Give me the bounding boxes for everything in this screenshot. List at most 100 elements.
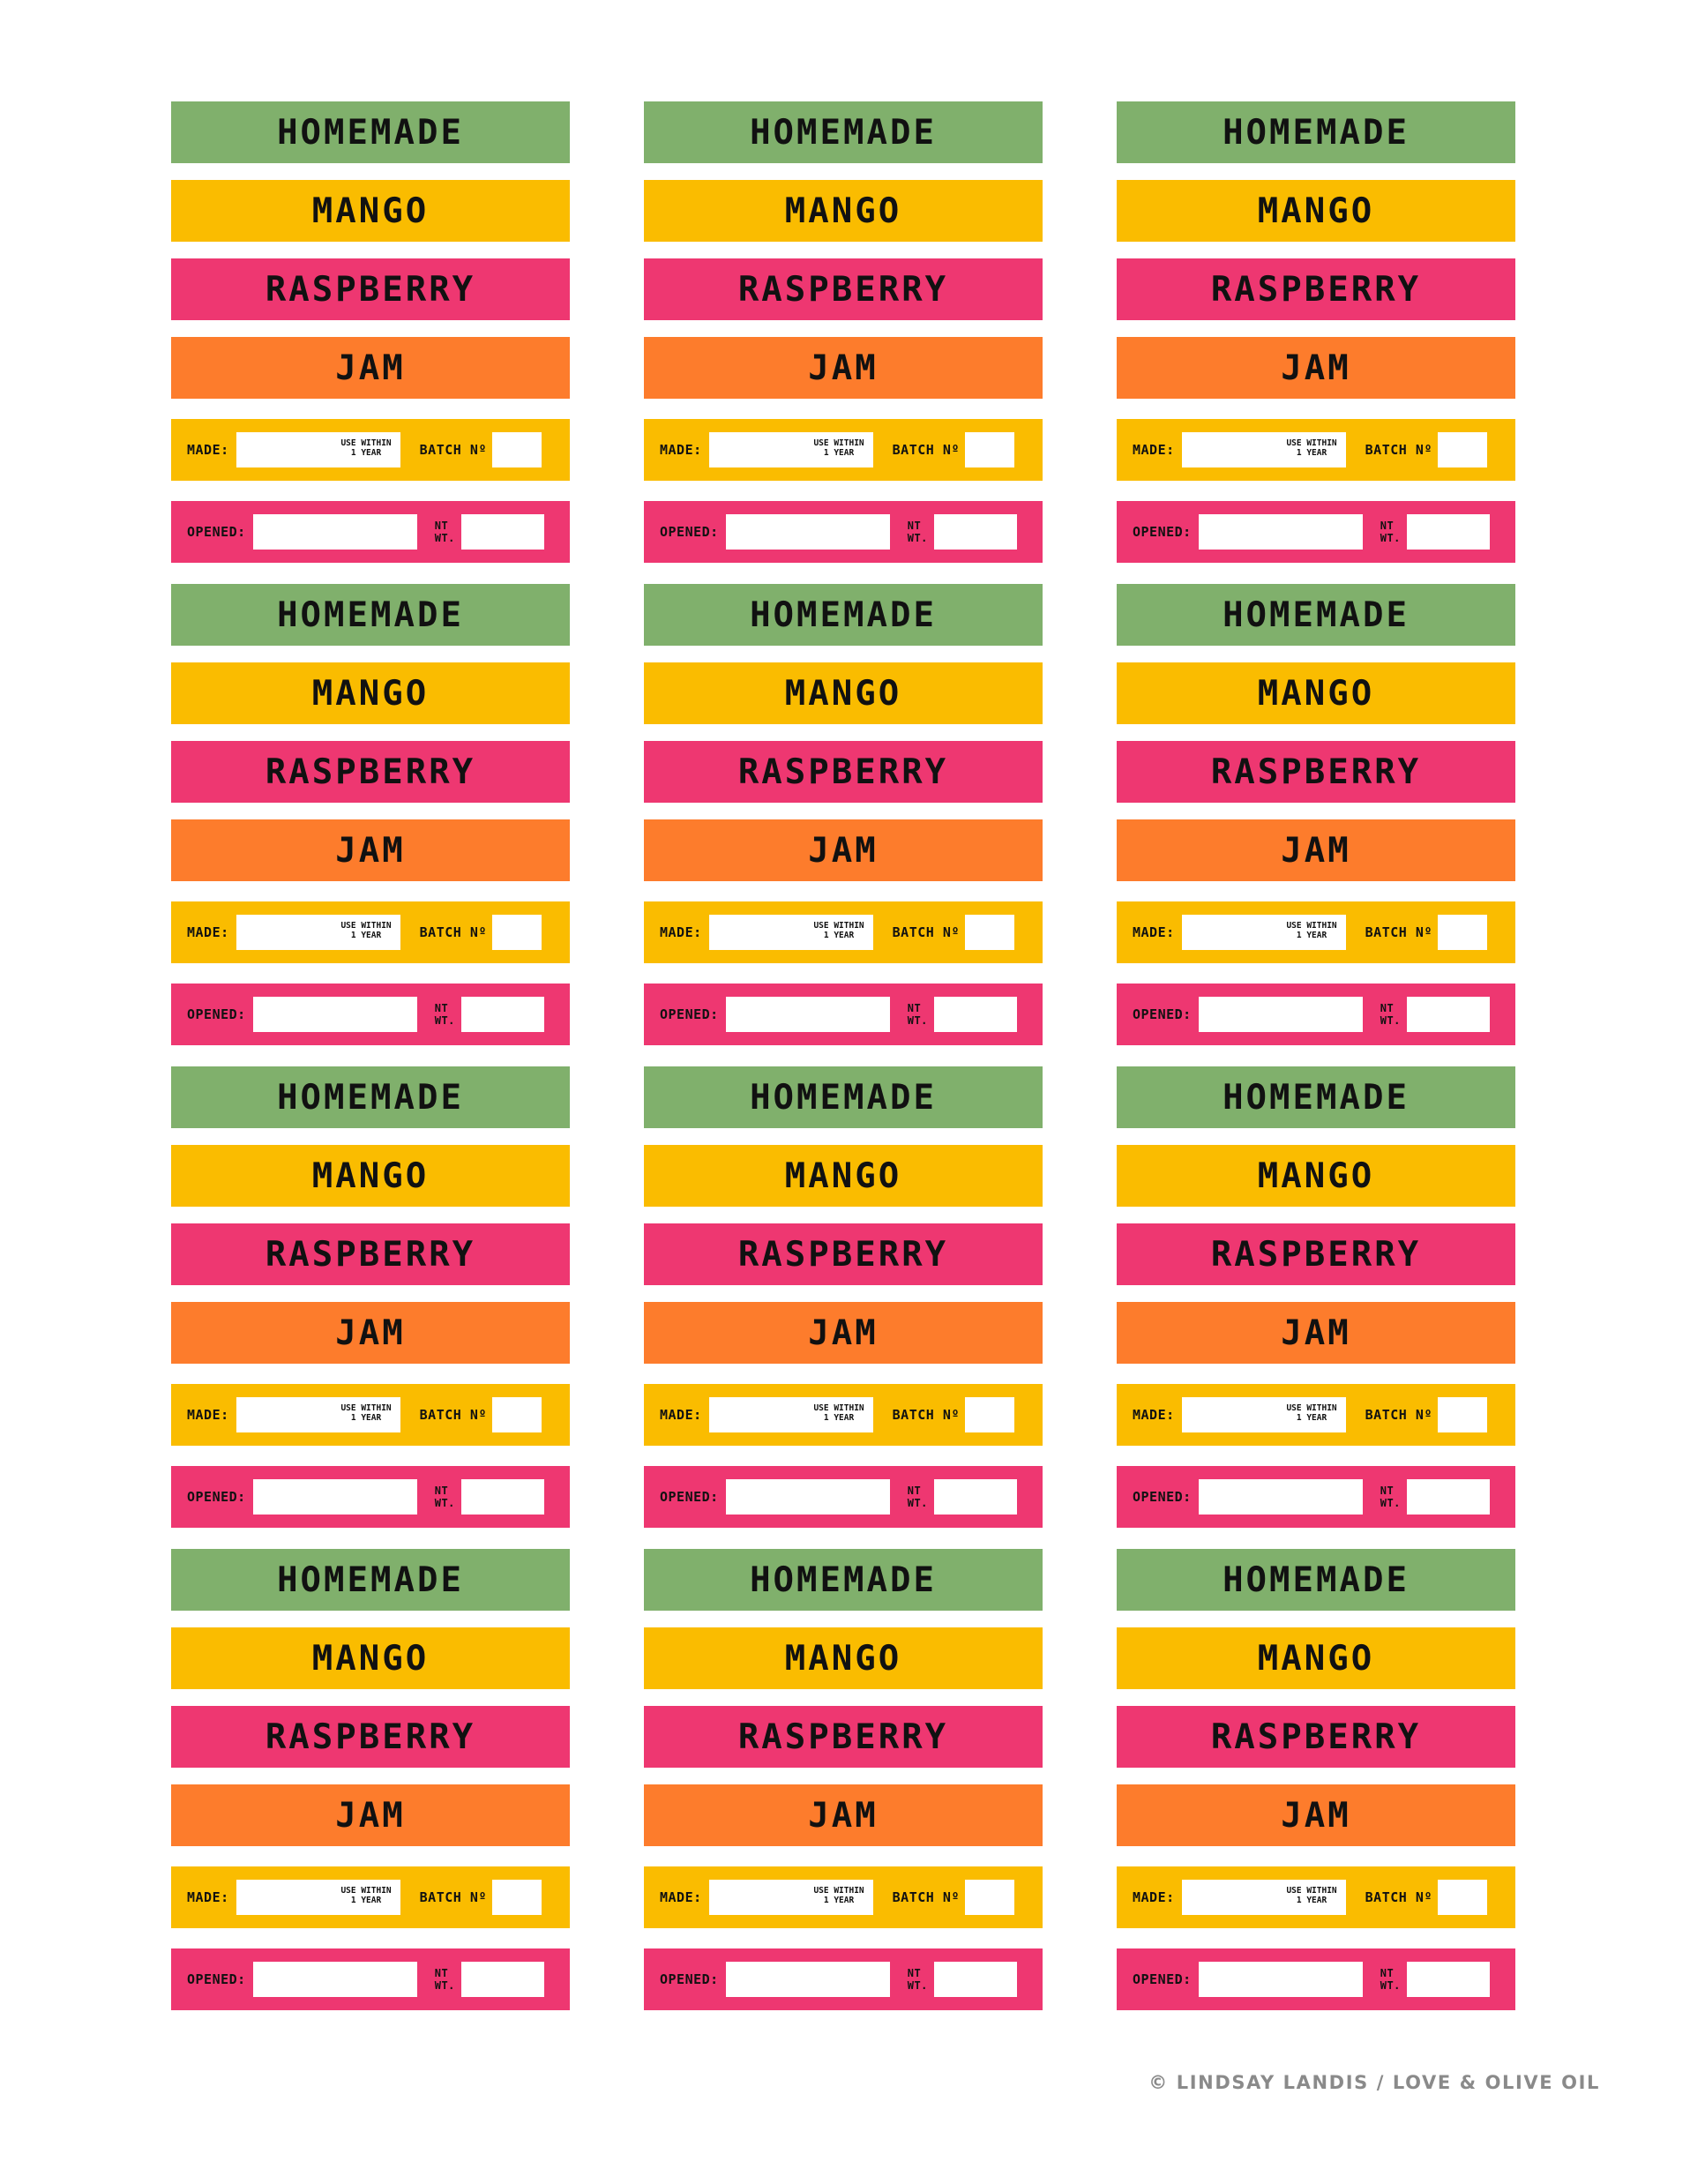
made-date-field[interactable]: USE WITHIN 1 YEAR (236, 1397, 400, 1432)
made-date-field[interactable]: USE WITHIN 1 YEAR (708, 1397, 873, 1432)
jam-strip: JAM (171, 1784, 570, 1846)
opened-label: OPENED: (1133, 524, 1192, 540)
batch-number-field[interactable] (1437, 915, 1487, 950)
net-weight-label: NT WT. (1380, 1485, 1401, 1509)
jam-strip: JAM (171, 1302, 570, 1364)
flavor-strip-raspberry: RASPBERRY (1117, 1223, 1515, 1285)
made-date-field[interactable]: USE WITHIN 1 YEAR (236, 432, 400, 467)
batch-label: BATCH Nº (419, 442, 487, 458)
batch-number-field[interactable] (491, 915, 542, 950)
use-within-note: USE WITHIN 1 YEAR (340, 1886, 391, 1905)
opened-date-field[interactable] (1198, 1962, 1363, 1997)
net-weight-field[interactable] (460, 1962, 544, 1997)
use-within-note: USE WITHIN 1 YEAR (813, 1886, 864, 1905)
batch-number-field[interactable] (964, 1880, 1014, 1915)
opened-date-field[interactable] (252, 1479, 417, 1515)
net-weight-field[interactable] (460, 997, 544, 1032)
batch-number-field[interactable] (491, 1397, 542, 1432)
jam-label-set: HOMEMADE MANGO RASPBERRY JAM MADE: USE W… (171, 584, 570, 1047)
homemade-strip: HOMEMADE (171, 1549, 570, 1611)
made-date-field[interactable]: USE WITHIN 1 YEAR (1181, 1880, 1346, 1915)
flavor-strip-mango: MANGO (1117, 662, 1515, 724)
made-batch-strip: MADE: USE WITHIN 1 YEAR BATCH Nº (1117, 1384, 1515, 1446)
opened-date-field[interactable] (725, 997, 890, 1032)
opened-label: OPENED: (660, 1971, 719, 1987)
use-within-note: USE WITHIN 1 YEAR (1286, 1886, 1336, 1905)
nt-label: NT (907, 520, 922, 532)
net-weight-field[interactable] (460, 514, 544, 550)
nt-label: NT (1380, 1967, 1395, 1979)
flavor-strip-mango: MANGO (644, 1627, 1043, 1689)
homemade-strip: HOMEMADE (644, 584, 1043, 646)
net-weight-label: NT WT. (434, 1967, 455, 1992)
batch-number-field[interactable] (491, 1880, 542, 1915)
made-label: MADE: (187, 1407, 229, 1423)
jam-label-set: HOMEMADE MANGO RASPBERRY JAM MADE: USE W… (644, 101, 1043, 565)
batch-label: BATCH Nº (419, 924, 487, 940)
net-weight-field[interactable] (933, 1479, 1017, 1515)
made-date-field[interactable]: USE WITHIN 1 YEAR (236, 915, 400, 950)
net-weight-field[interactable] (1406, 1962, 1490, 1997)
use-within-line1: USE WITHIN (340, 1886, 392, 1896)
net-weight-field[interactable] (460, 1479, 544, 1515)
net-weight-field[interactable] (1406, 1479, 1490, 1515)
nt-label: NT (1380, 520, 1395, 532)
opened-date-field[interactable] (725, 1962, 890, 1997)
batch-number-field[interactable] (964, 915, 1014, 950)
nt-label: NT (907, 1002, 922, 1014)
opened-date-field[interactable] (252, 1962, 417, 1997)
flavor-strip-mango: MANGO (1117, 1145, 1515, 1207)
net-weight-field[interactable] (933, 514, 1017, 550)
made-label: MADE: (1133, 1407, 1175, 1423)
made-date-field[interactable]: USE WITHIN 1 YEAR (708, 432, 873, 467)
homemade-strip: HOMEMADE (1117, 1549, 1515, 1611)
jam-strip: JAM (644, 1302, 1043, 1364)
net-weight-field[interactable] (1406, 514, 1490, 550)
opened-date-field[interactable] (1198, 997, 1363, 1032)
made-date-field[interactable]: USE WITHIN 1 YEAR (236, 1880, 400, 1915)
batch-number-field[interactable] (1437, 432, 1487, 467)
made-date-field[interactable]: USE WITHIN 1 YEAR (708, 1880, 873, 1915)
made-label: MADE: (660, 924, 702, 940)
flavor-strip-mango: MANGO (171, 180, 570, 242)
wt-label: WT. (434, 1979, 455, 1992)
made-batch-strip: MADE: USE WITHIN 1 YEAR BATCH Nº (1117, 419, 1515, 481)
wt-label: WT. (1380, 1014, 1401, 1027)
opened-label: OPENED: (1133, 1489, 1192, 1505)
nt-label: NT (907, 1485, 922, 1497)
use-within-line1: USE WITHIN (1286, 921, 1337, 931)
made-date-field[interactable]: USE WITHIN 1 YEAR (1181, 1397, 1346, 1432)
copyright-credit: © LINDSAY LANDIS / LOVE & OLIVE OIL (1148, 2072, 1600, 2093)
batch-number-field[interactable] (491, 432, 542, 467)
opened-date-field[interactable] (1198, 1479, 1363, 1515)
flavor-strip-mango: MANGO (1117, 1627, 1515, 1689)
made-date-field[interactable]: USE WITHIN 1 YEAR (1181, 915, 1346, 950)
made-label: MADE: (660, 1889, 702, 1905)
net-weight-field[interactable] (1406, 997, 1490, 1032)
net-weight-label: NT WT. (1380, 1967, 1401, 1992)
batch-number-field[interactable] (964, 1397, 1014, 1432)
opened-date-field[interactable] (1198, 514, 1363, 550)
opened-date-field[interactable] (725, 1479, 890, 1515)
made-batch-strip: MADE: USE WITHIN 1 YEAR BATCH Nº (1117, 901, 1515, 963)
flavor-strip-raspberry: RASPBERRY (1117, 258, 1515, 320)
jam-label-set: HOMEMADE MANGO RASPBERRY JAM MADE: USE W… (644, 1549, 1043, 2012)
opened-date-field[interactable] (725, 514, 890, 550)
use-within-line2: 1 YEAR (350, 1896, 382, 1905)
wt-label: WT. (434, 1014, 455, 1027)
net-weight-field[interactable] (933, 1962, 1017, 1997)
made-date-field[interactable]: USE WITHIN 1 YEAR (708, 915, 873, 950)
net-weight-field[interactable] (933, 997, 1017, 1032)
opened-weight-strip: OPENED: NT WT. (171, 984, 570, 1045)
flavor-strip-raspberry: RASPBERRY (171, 1706, 570, 1768)
made-date-field[interactable]: USE WITHIN 1 YEAR (1181, 432, 1346, 467)
batch-number-field[interactable] (964, 432, 1014, 467)
batch-number-field[interactable] (1437, 1880, 1487, 1915)
batch-number-field[interactable] (1437, 1397, 1487, 1432)
wt-label: WT. (907, 1979, 928, 1992)
jam-strip: JAM (644, 337, 1043, 399)
use-within-line2: 1 YEAR (350, 448, 382, 458)
opened-date-field[interactable] (252, 997, 417, 1032)
opened-date-field[interactable] (252, 514, 417, 550)
opened-label: OPENED: (660, 1006, 719, 1022)
